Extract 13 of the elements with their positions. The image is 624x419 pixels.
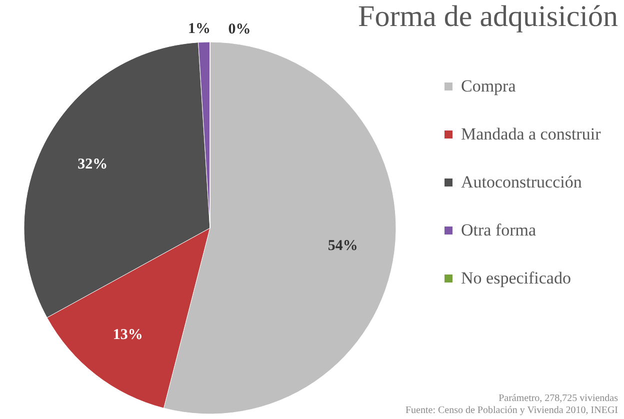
text: Parámetro, 278,725 viviendas [498,393,618,404]
data-label: 1% [188,21,211,38]
data-label: 54% [328,238,358,254]
legend-label: Autoconstrucción [461,172,582,192]
data-label: 13% [112,326,143,343]
legend-label: No especificado [461,268,571,288]
source-note: Fuente: Censo de Población y Vivienda 2010, INEGI [405,405,618,416]
legend-label: Mandada a construir [461,124,602,144]
data-label: 32% [78,156,108,172]
chart-title: Forma de adquisición [358,0,618,33]
legend-label: Otra forma [461,220,536,240]
text: 0% [228,21,251,38]
legend-label: Compra [461,76,516,96]
